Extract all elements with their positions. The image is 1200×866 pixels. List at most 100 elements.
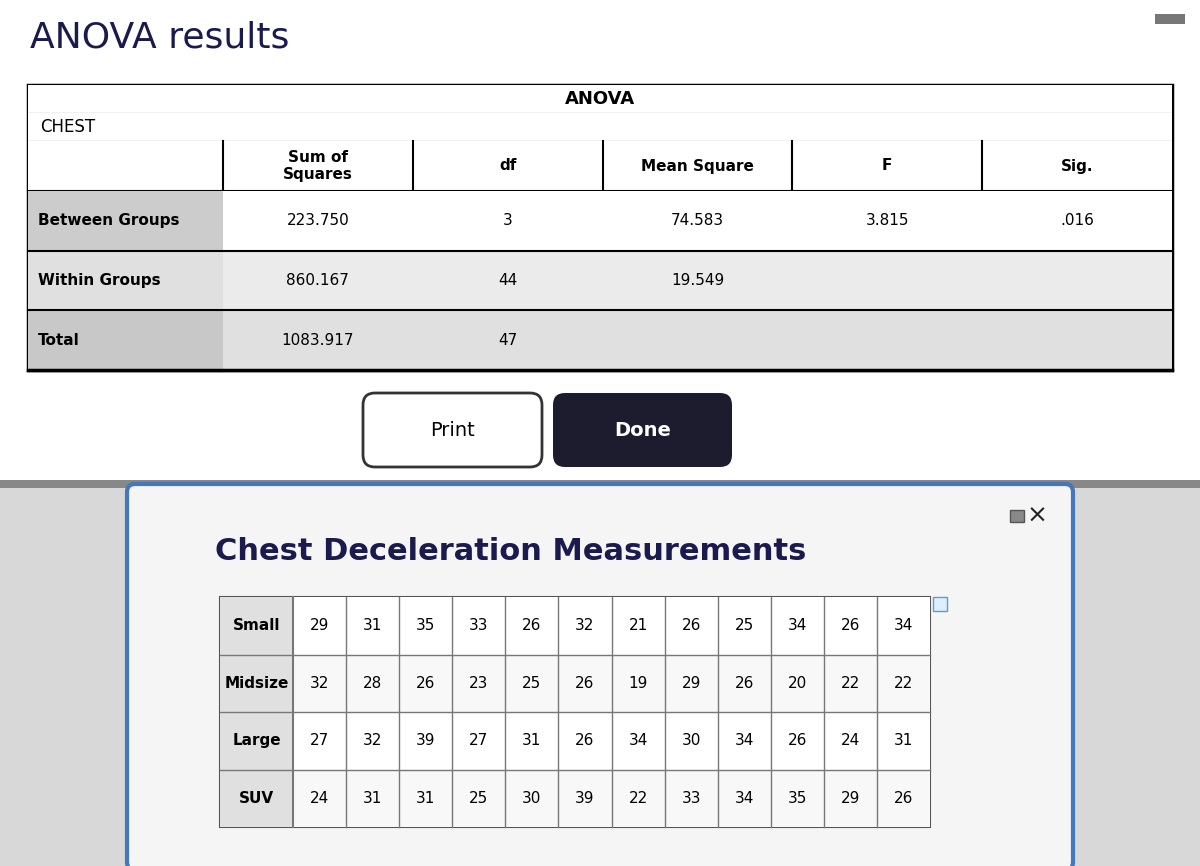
- FancyBboxPatch shape: [28, 113, 1172, 141]
- FancyBboxPatch shape: [0, 480, 1200, 488]
- Text: 33: 33: [469, 618, 488, 633]
- FancyBboxPatch shape: [934, 597, 947, 611]
- Text: CHEST: CHEST: [40, 118, 95, 136]
- Text: 24: 24: [310, 791, 329, 805]
- FancyBboxPatch shape: [220, 655, 293, 712]
- Text: 223.750: 223.750: [287, 213, 349, 229]
- Text: 32: 32: [362, 734, 383, 748]
- Text: 31: 31: [894, 734, 913, 748]
- Text: 27: 27: [310, 734, 329, 748]
- FancyBboxPatch shape: [1010, 510, 1024, 522]
- Text: 35: 35: [416, 618, 436, 633]
- Text: df: df: [499, 158, 516, 173]
- Text: 39: 39: [575, 791, 595, 805]
- Text: 22: 22: [841, 675, 860, 691]
- Text: 32: 32: [310, 675, 329, 691]
- Text: 44: 44: [498, 273, 517, 288]
- Text: 31: 31: [416, 791, 436, 805]
- Text: 25: 25: [522, 675, 541, 691]
- Text: 34: 34: [894, 618, 913, 633]
- Text: 34: 34: [734, 791, 754, 805]
- Text: 19.549: 19.549: [671, 273, 724, 288]
- Text: 26: 26: [682, 618, 701, 633]
- Text: 25: 25: [469, 791, 488, 805]
- FancyBboxPatch shape: [28, 191, 1172, 250]
- Text: 31: 31: [362, 791, 383, 805]
- FancyBboxPatch shape: [0, 0, 1200, 480]
- FancyBboxPatch shape: [28, 85, 1172, 113]
- Text: 32: 32: [575, 618, 595, 633]
- Text: 31: 31: [362, 618, 383, 633]
- FancyBboxPatch shape: [28, 250, 223, 310]
- FancyBboxPatch shape: [127, 484, 1073, 866]
- Text: 26: 26: [894, 791, 913, 805]
- Text: 21: 21: [629, 618, 648, 633]
- Text: 74.583: 74.583: [671, 213, 724, 229]
- Text: 19: 19: [629, 675, 648, 691]
- FancyBboxPatch shape: [220, 597, 930, 827]
- Text: 39: 39: [416, 734, 436, 748]
- FancyBboxPatch shape: [0, 488, 1200, 866]
- Text: 34: 34: [629, 734, 648, 748]
- Text: 31: 31: [522, 734, 541, 748]
- Text: ×: ×: [1026, 504, 1048, 528]
- Text: 26: 26: [575, 734, 595, 748]
- Text: 20: 20: [787, 675, 806, 691]
- Text: Midsize: Midsize: [224, 675, 289, 691]
- FancyBboxPatch shape: [220, 597, 930, 655]
- Text: SUV: SUV: [239, 791, 274, 805]
- Text: 25: 25: [734, 618, 754, 633]
- FancyBboxPatch shape: [220, 655, 930, 712]
- FancyBboxPatch shape: [220, 770, 293, 827]
- Text: 23: 23: [469, 675, 488, 691]
- Text: 35: 35: [787, 791, 806, 805]
- Text: Done: Done: [614, 421, 671, 440]
- Text: 29: 29: [310, 618, 329, 633]
- Text: Chest Deceleration Measurements: Chest Deceleration Measurements: [215, 538, 806, 566]
- Text: Within Groups: Within Groups: [38, 273, 161, 288]
- FancyBboxPatch shape: [553, 393, 732, 467]
- Text: Large: Large: [232, 734, 281, 748]
- Text: 24: 24: [841, 734, 860, 748]
- FancyBboxPatch shape: [220, 770, 930, 827]
- Text: 26: 26: [787, 734, 806, 748]
- FancyBboxPatch shape: [28, 310, 223, 370]
- FancyBboxPatch shape: [1154, 14, 1186, 24]
- FancyBboxPatch shape: [220, 712, 293, 770]
- Text: ANOVA results: ANOVA results: [30, 21, 289, 55]
- FancyBboxPatch shape: [28, 191, 223, 250]
- Text: 26: 26: [416, 675, 436, 691]
- Text: 3: 3: [503, 213, 512, 229]
- Text: 26: 26: [575, 675, 595, 691]
- FancyBboxPatch shape: [364, 393, 542, 467]
- Text: Sum of
Squares: Sum of Squares: [283, 150, 353, 182]
- Text: 22: 22: [629, 791, 648, 805]
- Text: 27: 27: [469, 734, 488, 748]
- Text: 29: 29: [682, 675, 701, 691]
- Text: 33: 33: [682, 791, 701, 805]
- FancyBboxPatch shape: [220, 712, 930, 770]
- Text: 26: 26: [734, 675, 754, 691]
- Text: 1083.917: 1083.917: [282, 333, 354, 347]
- Text: 30: 30: [522, 791, 541, 805]
- Text: 26: 26: [522, 618, 541, 633]
- Text: Mean Square: Mean Square: [641, 158, 754, 173]
- Text: .016: .016: [1060, 213, 1094, 229]
- Text: 29: 29: [841, 791, 860, 805]
- Text: 3.815: 3.815: [865, 213, 910, 229]
- Text: Between Groups: Between Groups: [38, 213, 180, 229]
- Text: 22: 22: [894, 675, 913, 691]
- Text: F: F: [882, 158, 893, 173]
- FancyBboxPatch shape: [28, 85, 1172, 370]
- Text: 30: 30: [682, 734, 701, 748]
- Text: Total: Total: [38, 333, 79, 347]
- Text: Small: Small: [233, 618, 281, 633]
- Text: ANOVA: ANOVA: [565, 90, 635, 108]
- FancyBboxPatch shape: [220, 597, 293, 655]
- Text: 28: 28: [364, 675, 383, 691]
- Text: 860.167: 860.167: [287, 273, 349, 288]
- Text: Sig.: Sig.: [1061, 158, 1093, 173]
- FancyBboxPatch shape: [28, 310, 1172, 370]
- Text: 34: 34: [734, 734, 754, 748]
- FancyBboxPatch shape: [28, 141, 1172, 191]
